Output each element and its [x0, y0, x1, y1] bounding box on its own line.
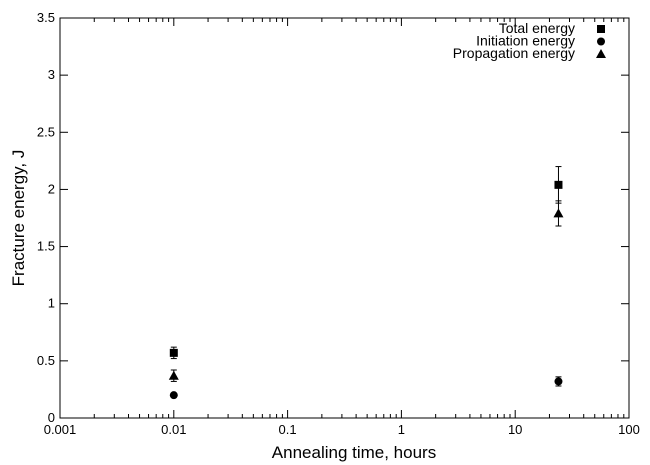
y-tick-label: 3.5: [37, 10, 55, 25]
series-square: [169, 166, 563, 360]
y-tick-label: 3: [48, 67, 55, 82]
legend-marker: [597, 25, 605, 33]
y-tick-label: 2: [48, 181, 55, 196]
series-triangle: [168, 200, 564, 382]
data-point: [169, 348, 178, 357]
y-axis: 0 0.5 1 1.5 2 2.5 3 3.5: [37, 10, 629, 425]
x-tick-label: 0.1: [279, 422, 297, 437]
x-tick-label: 100: [618, 422, 640, 437]
data-point: [553, 208, 564, 218]
data-point: [554, 377, 563, 386]
data-point: [554, 180, 563, 189]
x-axis-title: Annealing time, hours: [272, 443, 436, 462]
legend-marker: [596, 49, 606, 58]
y-tick-label: 0: [48, 410, 55, 425]
x-tick-label: 0.001: [44, 422, 77, 437]
x-tick-label: 1: [398, 422, 405, 437]
legend-label: Initiation energy: [476, 33, 575, 49]
x-axis: 0.001 0.01 0.1 1 10 100: [44, 18, 640, 437]
data-point: [169, 391, 178, 400]
series-circle: [169, 376, 563, 400]
y-tick-label: 1: [48, 296, 55, 311]
legend-label: Total energy: [499, 20, 575, 36]
legend-marker: [597, 37, 605, 46]
y-tick-label: 1.5: [37, 239, 55, 254]
x-tick-label: 10: [508, 422, 522, 437]
x-tick-label: 0.01: [161, 422, 186, 437]
plot-frame: [59, 17, 630, 419]
y-tick-label: 2.5: [37, 124, 55, 139]
data-marks: [168, 166, 564, 400]
y-axis-title: Fracture energy, J: [9, 150, 28, 287]
plot-border: [59, 17, 630, 419]
y-tick-label: 0.5: [37, 353, 55, 368]
data-point: [168, 370, 179, 380]
legend-label: Propagation energy: [453, 45, 575, 61]
